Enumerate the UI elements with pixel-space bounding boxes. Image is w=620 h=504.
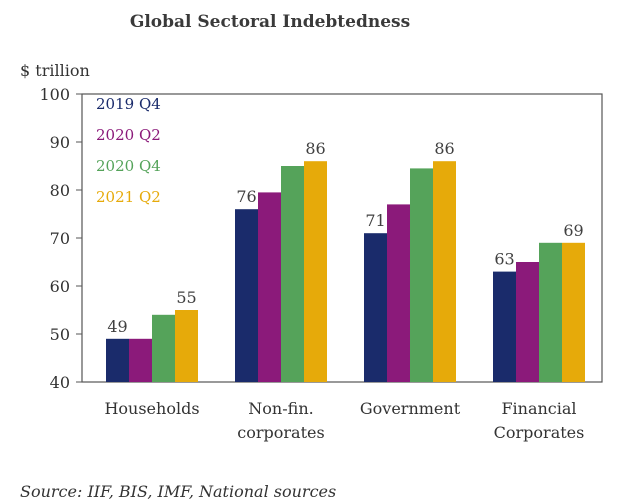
data-label: 86 — [305, 139, 325, 158]
bar — [364, 233, 387, 382]
legend-item: 2020 Q2 — [96, 126, 161, 144]
y-axis-ticks: 40 50 60 70 80 90 100 — [39, 85, 82, 392]
data-label: 69 — [563, 221, 583, 240]
bar — [304, 161, 327, 382]
bar — [175, 310, 198, 382]
category-label: Households — [104, 399, 199, 418]
bars — [106, 161, 585, 382]
bar — [235, 209, 258, 382]
data-label: 71 — [365, 211, 385, 230]
bar — [562, 242, 585, 382]
category-labels: Households Non-fin. corporates Government Fi… — [104, 399, 584, 442]
bar — [258, 192, 281, 382]
y-tick-label: 100 — [39, 85, 70, 104]
bar — [433, 161, 456, 382]
bar — [106, 338, 129, 382]
bar — [516, 262, 539, 382]
y-tick-label: 90 — [50, 133, 70, 152]
y-tick-label: 80 — [50, 181, 70, 200]
category-label: Government — [360, 399, 461, 418]
data-label: 76 — [236, 187, 256, 206]
y-tick-label: 70 — [50, 229, 70, 248]
data-labels: 49 55 76 86 71 86 63 69 — [107, 139, 583, 336]
data-label: 86 — [434, 139, 454, 158]
legend-item: 2019 Q4 — [96, 95, 161, 113]
y-tick-label: 60 — [50, 277, 70, 296]
bar — [387, 204, 410, 382]
bar — [410, 168, 433, 382]
source-note: Source: IIF, BIS, IMF, National sources — [20, 482, 336, 501]
legend-item: 2020 Q4 — [96, 157, 161, 175]
legend: 2019 Q4 2020 Q2 2020 Q4 2021 Q2 — [96, 95, 161, 206]
data-label: 63 — [494, 250, 514, 269]
chart-title: Global Sectoral Indebtedness — [130, 12, 410, 32]
y-axis-unit-label: $ trillion — [20, 61, 90, 80]
bar — [539, 242, 562, 382]
category-label: Financial Corporates — [494, 399, 585, 442]
data-label: 55 — [176, 288, 196, 307]
y-tick-label: 40 — [50, 373, 70, 392]
data-label: 49 — [107, 317, 127, 336]
bar — [493, 271, 516, 382]
y-tick-label: 50 — [50, 325, 70, 344]
bar — [281, 166, 304, 382]
legend-item: 2021 Q2 — [96, 188, 161, 206]
bar — [152, 314, 175, 382]
category-label: Non-fin. corporates — [237, 399, 324, 442]
bar — [129, 338, 152, 382]
